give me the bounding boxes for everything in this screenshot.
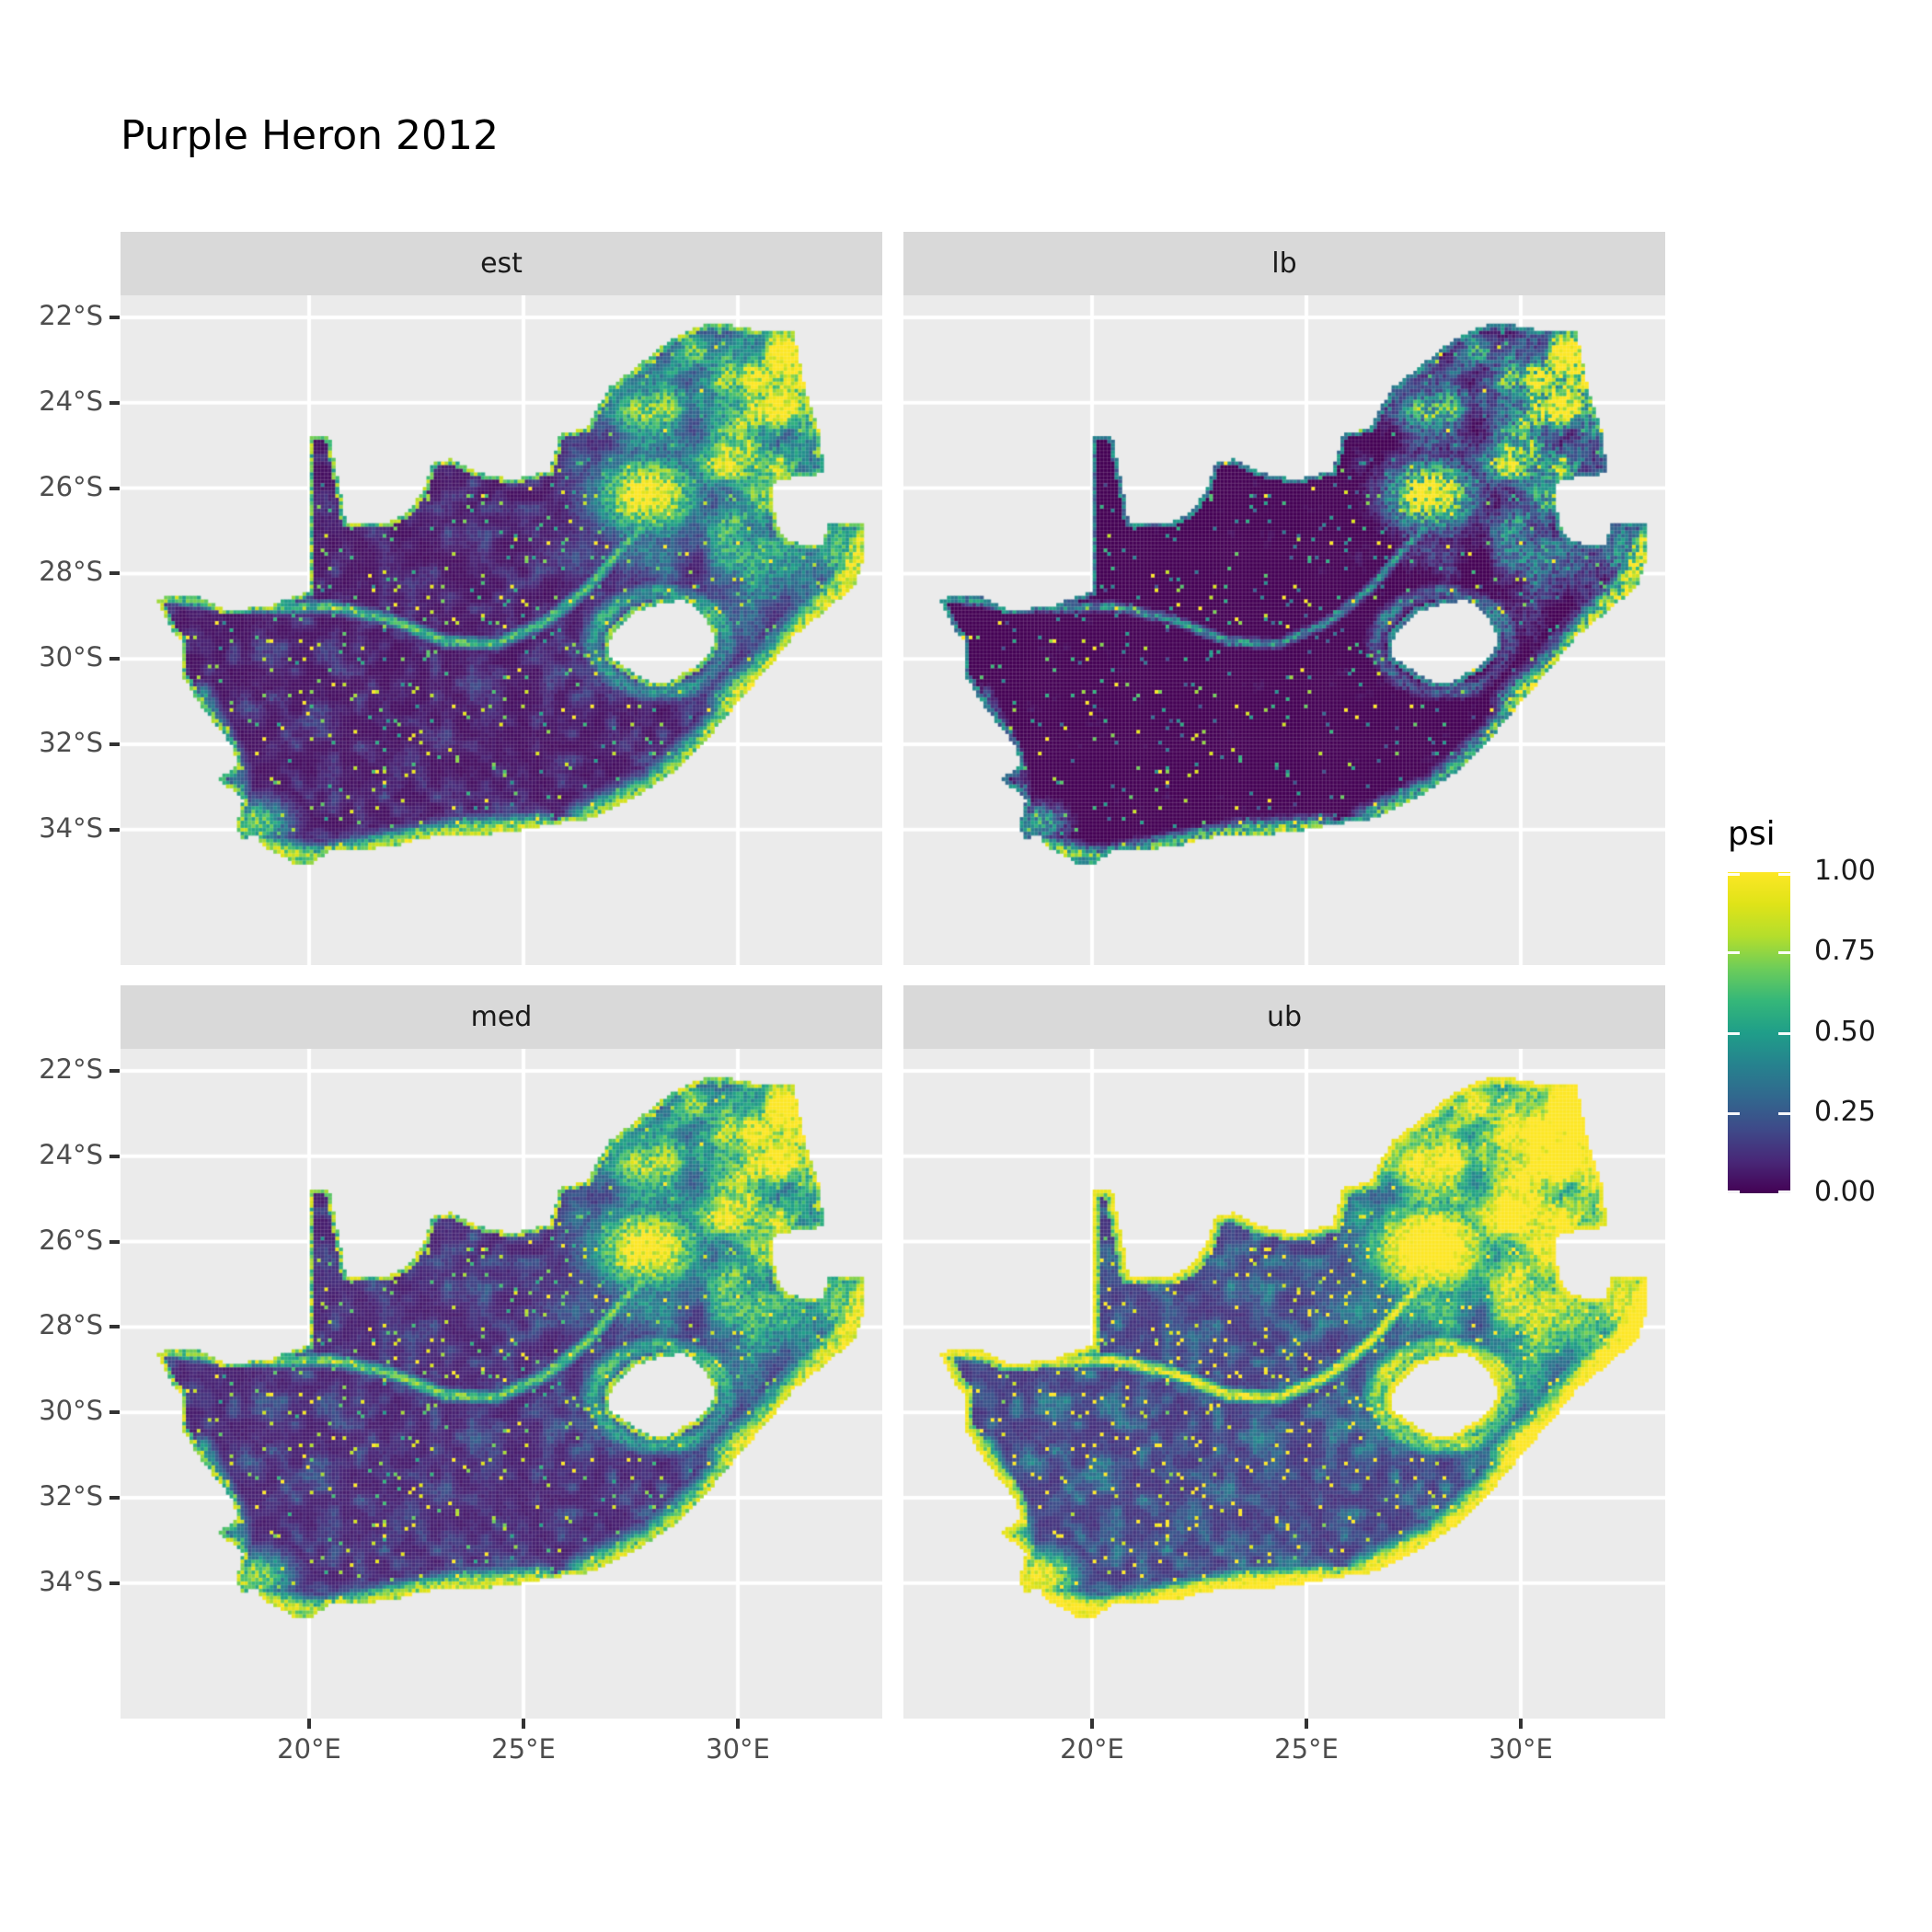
facet-strip-lb: lb: [903, 232, 1665, 295]
y-axis-label: 28°S: [39, 556, 103, 588]
legend-tick-mark: [1778, 873, 1790, 876]
y-tick-mark: [109, 1325, 120, 1329]
facet-label-est: est: [480, 247, 523, 280]
y-axis-label: 32°S: [39, 727, 103, 758]
legend-tick-mark: [1728, 873, 1740, 876]
legend-tick-mark: [1778, 1031, 1790, 1035]
facet-label-lb: lb: [1271, 247, 1297, 280]
y-tick-mark: [109, 486, 120, 490]
y-tick-mark: [109, 1154, 120, 1158]
x-tick-mark: [1519, 1719, 1523, 1729]
x-axis-label: 30°E: [706, 1733, 770, 1765]
map-panel-med: [121, 1049, 882, 1719]
map-raster-lb: [903, 295, 1665, 965]
y-axis-label: 24°S: [39, 1138, 103, 1170]
facet-strip-med: med: [121, 985, 882, 1049]
y-axis-label: 22°S: [39, 300, 103, 331]
facet-label-ub: ub: [1266, 1001, 1303, 1033]
legend-tick-label: 1.00: [1814, 855, 1876, 887]
y-axis-label: 30°S: [39, 1395, 103, 1427]
legend-tick-mark: [1778, 951, 1790, 955]
map-panel-est: [121, 295, 882, 965]
legend-title: psi: [1728, 815, 1776, 853]
y-axis-label: 26°S: [39, 1224, 103, 1256]
y-tick-mark: [109, 1069, 120, 1073]
facet-strip-ub: ub: [903, 985, 1665, 1049]
y-axis-label: 34°S: [39, 811, 103, 844]
y-tick-mark: [109, 827, 120, 832]
x-tick-mark: [522, 1719, 525, 1729]
y-tick-mark: [109, 1239, 120, 1244]
map-panel-lb: [903, 295, 1665, 965]
y-tick-mark: [109, 316, 120, 319]
map-raster-med: [121, 1049, 882, 1719]
y-tick-mark: [109, 742, 120, 746]
legend-tick-mark: [1778, 1190, 1790, 1193]
facet-label-med: med: [470, 1001, 533, 1033]
legend-tick-label: 0.75: [1814, 935, 1876, 968]
legend-tick-label: 0.00: [1814, 1176, 1876, 1208]
map-panel-ub: [903, 1049, 1665, 1719]
map-raster-ub: [903, 1049, 1665, 1719]
x-axis-label: 20°E: [1060, 1733, 1124, 1765]
legend-tick-mark: [1728, 1190, 1740, 1193]
y-axis-label: 24°S: [39, 385, 103, 417]
legend-tick-mark: [1778, 1111, 1790, 1115]
y-axis-label: 26°S: [39, 470, 103, 502]
page-title: Purple Heron 2012: [121, 112, 499, 159]
x-tick-mark: [1090, 1719, 1094, 1729]
y-tick-mark: [109, 1496, 120, 1500]
y-axis-label: 32°S: [39, 1480, 103, 1512]
map-raster-est: [121, 295, 882, 965]
facet-strip-est: est: [121, 232, 882, 295]
y-tick-mark: [109, 1581, 120, 1585]
legend-tick-label: 0.50: [1814, 1015, 1876, 1048]
x-tick-mark: [307, 1719, 311, 1729]
legend-tick-mark: [1728, 1031, 1740, 1035]
y-tick-mark: [109, 657, 120, 661]
y-axis-label: 30°S: [39, 641, 103, 673]
x-tick-mark: [1305, 1719, 1308, 1729]
x-tick-mark: [736, 1719, 740, 1729]
y-axis-label: 28°S: [39, 1309, 103, 1341]
x-axis-label: 25°E: [1274, 1733, 1339, 1765]
y-tick-mark: [109, 571, 120, 576]
legend-tick-mark: [1728, 1111, 1740, 1115]
legend-tick-label: 0.25: [1814, 1095, 1876, 1128]
y-tick-mark: [109, 1410, 120, 1415]
y-tick-mark: [109, 400, 120, 405]
y-axis-label: 22°S: [39, 1053, 103, 1085]
x-axis-label: 25°E: [491, 1733, 556, 1765]
y-axis-label: 34°S: [39, 1565, 103, 1597]
x-axis-label: 30°E: [1489, 1733, 1553, 1765]
legend-tick-mark: [1728, 951, 1740, 955]
x-axis-label: 20°E: [277, 1733, 341, 1765]
